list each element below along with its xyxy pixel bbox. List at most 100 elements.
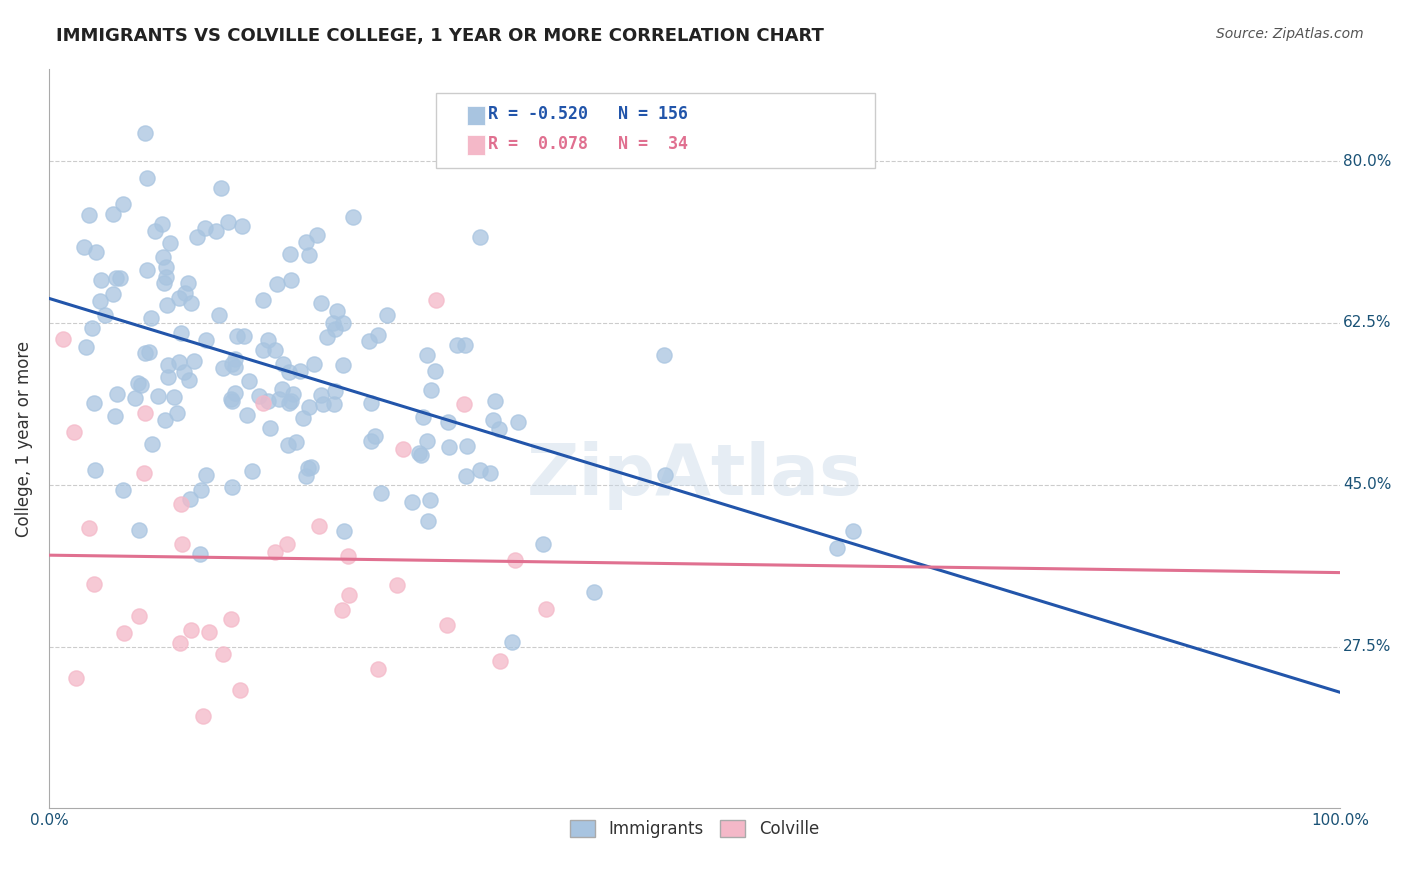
Point bbox=[209, 181, 232, 195]
Point bbox=[135, 171, 157, 186]
Point bbox=[89, 293, 111, 308]
Point bbox=[83, 577, 105, 591]
Point bbox=[583, 585, 606, 599]
Point bbox=[101, 207, 124, 221]
Point bbox=[841, 524, 863, 539]
Point bbox=[446, 337, 468, 351]
Point bbox=[309, 295, 332, 310]
Point bbox=[271, 358, 294, 372]
Point bbox=[194, 221, 217, 235]
Point bbox=[360, 396, 382, 410]
Point bbox=[155, 260, 177, 275]
Point bbox=[224, 360, 246, 375]
Point bbox=[129, 378, 152, 392]
Point bbox=[299, 460, 322, 475]
Point bbox=[408, 446, 430, 460]
Point bbox=[169, 635, 191, 649]
Point bbox=[360, 434, 382, 448]
FancyBboxPatch shape bbox=[436, 93, 876, 169]
Point bbox=[166, 406, 188, 420]
Point bbox=[278, 365, 301, 379]
Point bbox=[247, 388, 270, 402]
Point bbox=[284, 435, 307, 450]
Y-axis label: College, 1 year or more: College, 1 year or more bbox=[15, 341, 32, 537]
Point bbox=[224, 352, 246, 367]
Point bbox=[367, 662, 389, 676]
Point bbox=[177, 277, 200, 291]
Point bbox=[322, 316, 344, 330]
FancyBboxPatch shape bbox=[467, 135, 485, 155]
Point bbox=[162, 390, 184, 404]
Point bbox=[533, 537, 555, 551]
Point bbox=[240, 464, 263, 478]
Point bbox=[84, 244, 107, 259]
Point bbox=[221, 357, 243, 371]
Point bbox=[238, 374, 260, 388]
Point bbox=[508, 415, 530, 429]
Point bbox=[195, 467, 218, 482]
Point bbox=[73, 240, 96, 254]
Point bbox=[385, 577, 408, 591]
Point bbox=[256, 393, 278, 408]
Point bbox=[112, 626, 135, 640]
Point bbox=[332, 358, 354, 372]
Point bbox=[259, 421, 281, 435]
Point bbox=[139, 311, 162, 326]
Point bbox=[333, 524, 356, 538]
Point bbox=[233, 329, 256, 343]
Point bbox=[104, 409, 127, 423]
Point bbox=[219, 392, 242, 406]
Point bbox=[173, 365, 195, 379]
Point bbox=[325, 384, 347, 398]
Point bbox=[157, 359, 180, 373]
Point bbox=[308, 519, 330, 533]
Point bbox=[302, 357, 325, 371]
Point bbox=[111, 483, 134, 498]
Text: 80.0%: 80.0% bbox=[1343, 153, 1392, 169]
Text: 27.5%: 27.5% bbox=[1343, 639, 1392, 654]
Point bbox=[143, 223, 166, 237]
Point bbox=[124, 391, 146, 405]
Point bbox=[416, 514, 439, 528]
Point bbox=[75, 340, 97, 354]
Point bbox=[77, 521, 100, 535]
Point bbox=[228, 683, 250, 698]
Point bbox=[83, 396, 105, 410]
Point bbox=[416, 347, 439, 361]
Point bbox=[134, 406, 156, 420]
Point bbox=[212, 361, 235, 376]
Point bbox=[305, 228, 328, 243]
Point bbox=[136, 262, 159, 277]
Point bbox=[183, 354, 205, 368]
Point bbox=[127, 376, 149, 390]
Point bbox=[211, 647, 233, 661]
Point bbox=[146, 389, 169, 403]
Point bbox=[267, 392, 290, 406]
Point bbox=[825, 541, 848, 556]
Point bbox=[173, 285, 195, 300]
Text: R = -0.520   N = 156: R = -0.520 N = 156 bbox=[488, 105, 688, 123]
Point bbox=[401, 495, 423, 509]
Point bbox=[221, 394, 243, 409]
Point bbox=[217, 215, 239, 229]
Text: IMMIGRANTS VS COLVILLE COLLEGE, 1 YEAR OR MORE CORRELATION CHART: IMMIGRANTS VS COLVILLE COLLEGE, 1 YEAR O… bbox=[56, 27, 824, 45]
Point bbox=[277, 438, 299, 452]
Point bbox=[167, 291, 190, 305]
Point bbox=[437, 440, 460, 454]
Point bbox=[297, 460, 319, 475]
Point bbox=[419, 492, 441, 507]
Point bbox=[454, 337, 477, 351]
Point bbox=[412, 410, 434, 425]
FancyBboxPatch shape bbox=[467, 105, 485, 126]
Point bbox=[101, 287, 124, 301]
Point bbox=[77, 208, 100, 222]
Point bbox=[231, 219, 253, 233]
Point bbox=[536, 602, 558, 616]
Point bbox=[141, 437, 163, 451]
Point bbox=[342, 211, 364, 225]
Point bbox=[153, 276, 176, 290]
Point bbox=[281, 386, 304, 401]
Point bbox=[252, 396, 274, 410]
Text: 45.0%: 45.0% bbox=[1343, 477, 1392, 492]
Point bbox=[63, 425, 86, 440]
